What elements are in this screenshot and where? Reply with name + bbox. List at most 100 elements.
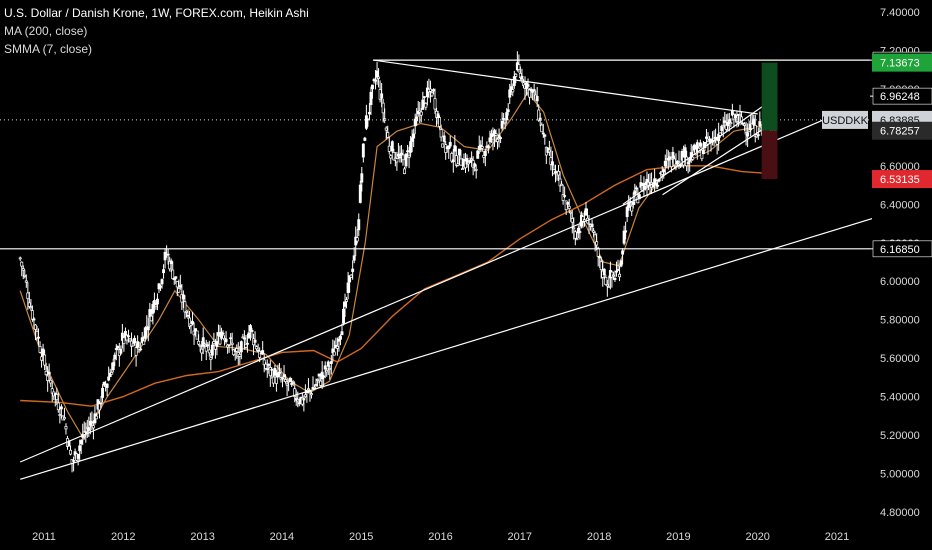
candle-body (671, 151, 675, 159)
candle-body (69, 449, 72, 455)
x-tick-label: 2018 (587, 531, 611, 543)
candle-body (247, 332, 251, 339)
candle-body (729, 122, 733, 124)
position-loss-zone (761, 130, 778, 180)
candle-body (442, 135, 446, 142)
smma7-legend[interactable]: SMMA (7, close) (4, 42, 93, 56)
candle-body (281, 377, 284, 380)
candle-body (532, 89, 536, 91)
candle-body (238, 354, 242, 357)
candle-body (467, 161, 471, 165)
candle-body (483, 150, 487, 157)
candle-body (698, 142, 702, 147)
candle-body (273, 367, 277, 376)
tag-box (872, 87, 932, 105)
candle-body (470, 158, 474, 161)
candle-body (746, 132, 750, 137)
candle-body (511, 89, 515, 93)
candle-body (163, 251, 167, 261)
candle-body (668, 156, 672, 161)
candle-body (212, 341, 216, 345)
candle-body (360, 173, 364, 183)
candle-body (288, 377, 292, 383)
trendline-2 (20, 205, 913, 480)
candle-body (703, 141, 707, 149)
candle-body (375, 70, 379, 78)
candle-body (274, 376, 278, 384)
candle-body (604, 276, 608, 286)
candle-body (320, 371, 324, 380)
candle-body (677, 161, 681, 163)
candle-body (395, 158, 399, 163)
candle-body (215, 341, 219, 347)
candle-body (136, 341, 140, 349)
moving-averages-layer (19, 91, 774, 441)
ma200-legend[interactable]: MA (200, close) (4, 24, 88, 38)
candle-body (178, 285, 182, 288)
candle-body (239, 341, 243, 353)
candle-body (726, 122, 730, 127)
price-axis[interactable]: 7.400007.200007.000006.800006.600006.400… (872, 0, 932, 550)
candle-body (200, 348, 204, 354)
candle-body (404, 153, 408, 167)
y-tick-label: 7.40000 (880, 7, 920, 19)
candle-body (387, 145, 391, 152)
candle-body (345, 299, 349, 302)
candle-body (756, 134, 760, 137)
candle-body (654, 183, 658, 185)
candle-body (290, 383, 294, 385)
candle-body (113, 354, 117, 360)
candle-body (40, 356, 44, 361)
price-tag-6-16850: 6.16850 (870, 240, 932, 258)
candle-body (509, 86, 513, 90)
candle-body (419, 111, 423, 116)
candle-body (105, 383, 109, 388)
candle-body (500, 120, 504, 129)
ma200-line (20, 165, 770, 407)
candle-body (154, 304, 158, 307)
candle-body (177, 288, 181, 293)
candle-body (662, 169, 666, 173)
tag-box (872, 170, 932, 189)
candle-body (374, 79, 377, 82)
candle-body (195, 330, 199, 340)
candle-body (91, 425, 95, 429)
candle-body (346, 282, 350, 293)
candle-body (409, 141, 413, 153)
candle-body (151, 304, 155, 314)
x-tick-label: 2014 (270, 531, 294, 543)
candle-body (326, 361, 330, 367)
candle-body (38, 346, 42, 353)
time-axis[interactable]: 2011 2012 2013 2014 2015 2016 2017 2018 2019 2020… (0, 522, 932, 550)
candle-body (111, 362, 115, 371)
candle-body (631, 201, 635, 205)
candle-body (24, 280, 28, 283)
candle-body (705, 136, 708, 139)
y-tick-label: 5.20000 (880, 430, 920, 442)
candle-body (380, 93, 384, 99)
candle-body (302, 398, 306, 401)
candle-body (203, 343, 207, 346)
candle-body (363, 137, 367, 141)
candle-body (166, 253, 170, 256)
candle-body (615, 270, 618, 273)
candle-body (605, 284, 609, 287)
candle-body (197, 340, 201, 345)
candle-body (505, 112, 509, 121)
candle-body (700, 149, 704, 160)
candle-body (465, 157, 469, 165)
candle-body (329, 361, 333, 365)
candle-body (139, 348, 143, 351)
candle-body (146, 326, 150, 331)
y-tick-label: 6.60000 (880, 161, 920, 173)
symbol-title[interactable]: U.S. Dollar / Danish Krone, 1W, FOREX.co… (4, 6, 309, 20)
candle-body (401, 154, 405, 161)
candle-body (169, 260, 173, 265)
candle-body (183, 301, 187, 313)
candle-body (310, 393, 313, 396)
candle-body (349, 274, 353, 278)
y-tick-label: 5.40000 (880, 392, 920, 404)
candle-body (204, 346, 208, 352)
